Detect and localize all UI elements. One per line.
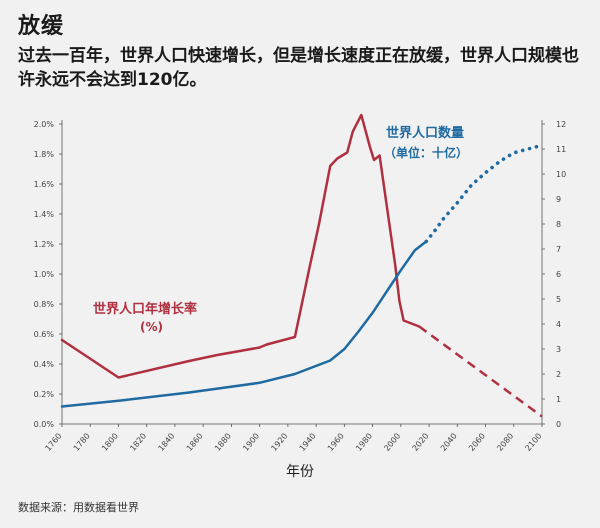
chart-series <box>60 113 544 418</box>
right-tick-label: 6 <box>556 270 561 279</box>
x-tick-label: 1880 <box>213 432 233 453</box>
population-projection-line <box>424 143 544 244</box>
x-tick-label: 2040 <box>439 432 459 453</box>
left-tick-label: 0.0% <box>34 420 55 429</box>
x-tick-label: 2060 <box>467 432 487 453</box>
page-title: 放缓 <box>18 14 65 39</box>
left-tick-label: 1.6% <box>34 180 55 189</box>
x-tick-label: 1900 <box>241 432 261 453</box>
left-tick-label: 0.8% <box>34 300 55 309</box>
growth-rate-unit: (%) <box>140 320 163 334</box>
x-tick-label: 1840 <box>156 432 176 453</box>
x-tick-label: 1960 <box>326 432 346 453</box>
left-tick-label: 0.4% <box>34 360 55 369</box>
right-tick-label: 0 <box>556 420 561 429</box>
x-tick-label: 1760 <box>44 432 64 453</box>
growth-rate-line <box>60 113 421 379</box>
right-tick-label: 9 <box>556 195 561 204</box>
left-tick-label: 1.0% <box>34 270 55 279</box>
x-tick-label: 1980 <box>354 432 374 453</box>
x-tick-label: 1920 <box>269 432 289 453</box>
right-tick-label: 12 <box>556 120 566 129</box>
population-unit: （单位：十亿） <box>384 145 468 160</box>
left-tick-label: 0.2% <box>34 390 55 399</box>
right-tick-label: 8 <box>556 220 561 229</box>
x-tick-label: 2100 <box>524 432 544 453</box>
data-source: 数据来源：用数据看世界 <box>18 501 139 514</box>
right-tick-label: 1 <box>556 395 561 404</box>
left-tick-label: 2.0% <box>34 120 55 129</box>
x-tick-label: 1780 <box>72 432 92 453</box>
population-line <box>60 240 428 408</box>
x-tick-label: 2000 <box>382 432 402 453</box>
left-tick-label: 1.4% <box>34 210 55 219</box>
right-tick-label: 3 <box>556 345 561 354</box>
right-tick-label: 4 <box>556 320 561 329</box>
left-tick-label: 1.2% <box>34 240 55 249</box>
growth-rate-projection-line <box>418 325 543 418</box>
right-tick-label: 5 <box>556 295 561 304</box>
growth-rate-label: 世界人口年增长率 <box>93 301 197 317</box>
right-tick-label: 10 <box>556 170 566 179</box>
left-tick-label: 1.8% <box>34 150 55 159</box>
x-tick-label: 1800 <box>100 432 120 453</box>
right-tick-label: 7 <box>556 245 561 254</box>
page-subtitle: 过去一百年，世界人口快速增长，但是增长速度正在放缓，世界人口规模也许永远不会达到… <box>18 46 579 90</box>
chart-axes: 0.0% 0.2% 0.4% 0.6% 0.8% 1.0% 1.2% 1.4% 1.6% 1.8%… <box>34 120 566 453</box>
right-tick-label: 11 <box>556 145 566 154</box>
population-label: 世界人口数量 <box>386 125 464 141</box>
right-tick-label: 2 <box>556 370 561 379</box>
x-tick-label: 1820 <box>128 432 148 453</box>
x-axis-title: 年份 <box>286 464 314 480</box>
x-tick-label: 1860 <box>185 432 205 453</box>
x-tick-label: 2020 <box>411 432 431 453</box>
x-tick-label: 1940 <box>298 432 318 453</box>
x-tick-label: 2080 <box>495 432 515 453</box>
left-tick-label: 0.6% <box>34 330 55 339</box>
